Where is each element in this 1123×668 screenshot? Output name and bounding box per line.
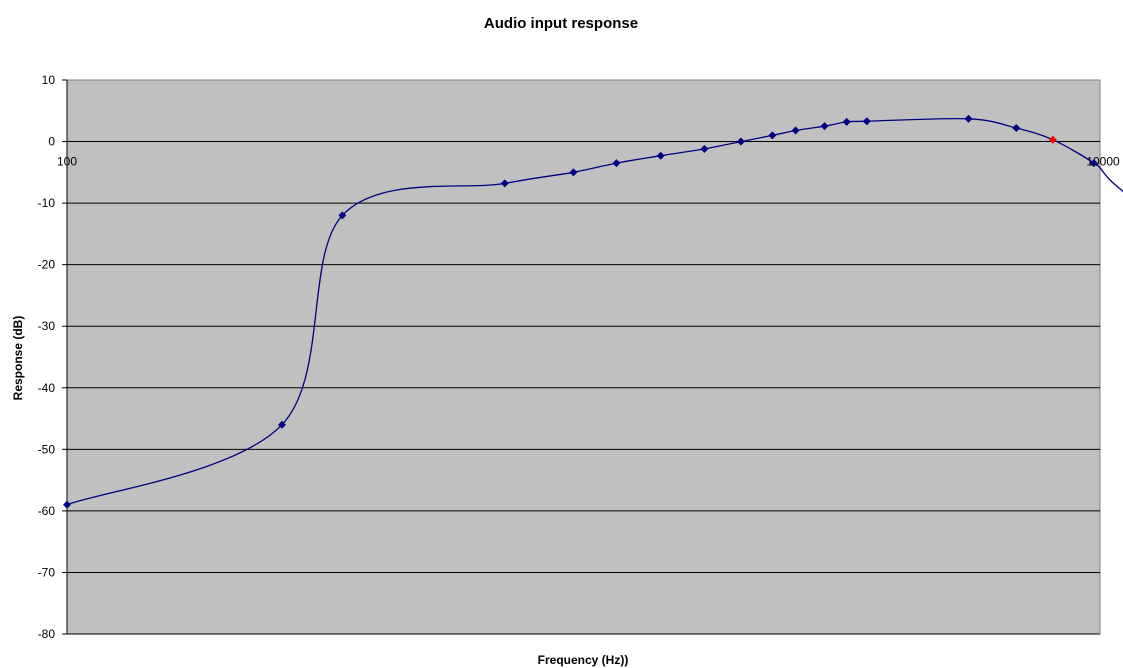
data-point [338, 211, 347, 220]
data-point [820, 122, 829, 131]
y-tick-label: -30 [38, 319, 56, 333]
plot-area [66, 79, 1101, 635]
y-tick-label: -80 [38, 627, 56, 641]
y-tick-label: 10 [42, 73, 56, 87]
data-point [1012, 124, 1021, 133]
data-point [1089, 159, 1098, 168]
y-tick-label: -70 [38, 565, 56, 579]
data-markers [63, 114, 1098, 509]
data-point [63, 500, 71, 509]
data-point [1048, 135, 1057, 144]
data-point [964, 114, 973, 123]
y-tick-label: -20 [38, 258, 56, 272]
data-point [736, 137, 745, 146]
grid-lines [67, 141, 1100, 635]
data-point [700, 144, 709, 153]
data-point [862, 117, 871, 126]
data-point [500, 179, 509, 188]
y-tick-label: -60 [38, 504, 56, 518]
data-point [656, 151, 665, 160]
x-tick-label: 100 [57, 155, 77, 169]
data-point [569, 168, 578, 177]
y-axis-title: Response (dB) [11, 316, 25, 401]
chart-title: Audio input response [484, 15, 638, 32]
data-point [277, 420, 286, 429]
x-axis-title: Frequency (Hz)) [538, 653, 629, 667]
data-point [768, 131, 777, 140]
y-tick-label: -50 [38, 442, 56, 456]
y-tick-label: -40 [38, 381, 56, 395]
y-tick-label: -10 [38, 196, 56, 210]
y-axis-ticks: 10 0 -10 -20 -30 -40 -50 -60 -70 -80 [38, 73, 68, 641]
data-point [842, 117, 851, 126]
data-point [612, 159, 621, 168]
y-tick-label: 0 [48, 135, 55, 149]
data-point [791, 126, 800, 135]
